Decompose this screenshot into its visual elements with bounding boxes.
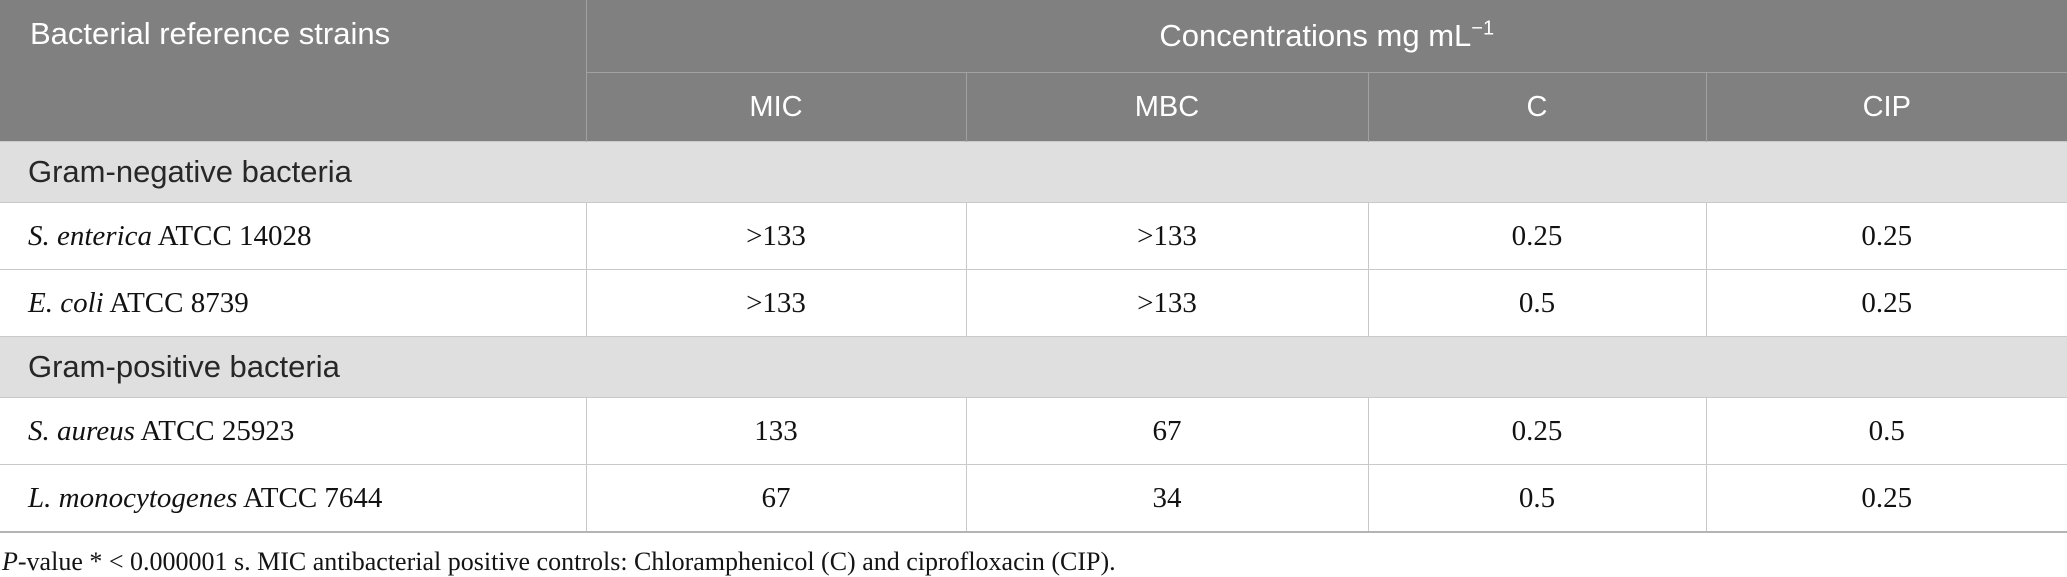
antibacterial-results-table: Bacterial reference strains Concentratio… <box>0 0 2067 533</box>
strain-name-cell: S. enterica ATCC 14028 <box>0 202 587 270</box>
table-row-e-coli: E. coli ATCC 8739 >133 >133 0.5 0.25 <box>0 269 2067 337</box>
mbc-value: >133 <box>965 269 1369 337</box>
mbc-value: 67 <box>965 397 1369 465</box>
section-label-gram-positive: Gram-positive bacteria <box>0 336 2067 398</box>
mic-value: 133 <box>585 397 967 465</box>
table-row-l-monocytogenes: L. monocytogenes ATCC 7644 67 34 0.5 0.2… <box>0 464 2067 533</box>
table-footnote: P-value * < 0.000001 s. MIC antibacteria… <box>2 547 2067 577</box>
column-header-cip: CIP <box>1706 72 2067 142</box>
strain-species-name: S. enterica <box>28 219 153 252</box>
strain-species-name: S. aureus <box>28 414 135 447</box>
table-row-s-aureus: S. aureus ATCC 25923 133 67 0.25 0.5 <box>0 397 2067 465</box>
strain-name-cell: L. monocytogenes ATCC 7644 <box>0 464 587 533</box>
section-row-gram-negative: Gram-negative bacteria <box>0 141 2067 203</box>
strains-header-label: Bacterial reference strains <box>30 16 391 51</box>
c-value: 0.5 <box>1367 269 1707 337</box>
table-body: Gram-negative bacteria S. enterica ATCC … <box>0 141 2067 533</box>
strain-species-name: E. coli <box>28 286 104 319</box>
strain-name-cell: S. aureus ATCC 25923 <box>0 397 587 465</box>
section-row-gram-positive: Gram-positive bacteria <box>0 336 2067 398</box>
table-header: Bacterial reference strains Concentratio… <box>0 0 2067 142</box>
header-row-top: Bacterial reference strains Concentratio… <box>0 0 2067 142</box>
concentrations-unit-exponent: −1 <box>1471 17 1495 40</box>
mbc-value: >133 <box>965 202 1369 270</box>
mic-value: >133 <box>585 269 967 337</box>
mbc-value: 34 <box>965 464 1369 533</box>
concentrations-header-label: Concentrations mg mL <box>1159 18 1472 53</box>
table-row-s-enterica: S. enterica ATCC 14028 >133 >133 0.25 0.… <box>0 202 2067 270</box>
cip-value: 0.25 <box>1705 464 2067 533</box>
strain-atcc-number: ATCC 14028 <box>152 219 312 252</box>
column-header-strains: Bacterial reference strains <box>0 0 587 142</box>
c-value: 0.25 <box>1367 397 1707 465</box>
strain-atcc-number: ATCC 8739 <box>103 286 249 319</box>
c-value: 0.25 <box>1367 202 1707 270</box>
mic-value: >133 <box>585 202 967 270</box>
strain-atcc-number: ATCC 7644 <box>237 481 383 514</box>
column-header-mic: MIC <box>586 72 967 142</box>
header-row-sub: MIC MBC C CIP <box>0 72 2067 142</box>
section-label-gram-negative: Gram-negative bacteria <box>0 141 2067 203</box>
cip-value: 0.25 <box>1705 269 2067 337</box>
column-header-concentrations: Concentrations mg mL−1 <box>586 0 2067 73</box>
mic-value: 67 <box>585 464 967 533</box>
cip-value: 0.25 <box>1705 202 2067 270</box>
strain-atcc-number: ATCC 25923 <box>134 414 295 447</box>
c-value: 0.5 <box>1367 464 1707 533</box>
column-header-c: C <box>1368 72 1707 142</box>
footnote-p-symbol: P <box>2 547 18 576</box>
strain-species-name: L. monocytogenes <box>28 481 238 514</box>
strain-name-cell: E. coli ATCC 8739 <box>0 269 587 337</box>
footnote-text: -value * < 0.000001 s. MIC antibacterial… <box>17 547 1116 576</box>
column-header-mbc: MBC <box>966 72 1369 142</box>
cip-value: 0.5 <box>1705 397 2067 465</box>
